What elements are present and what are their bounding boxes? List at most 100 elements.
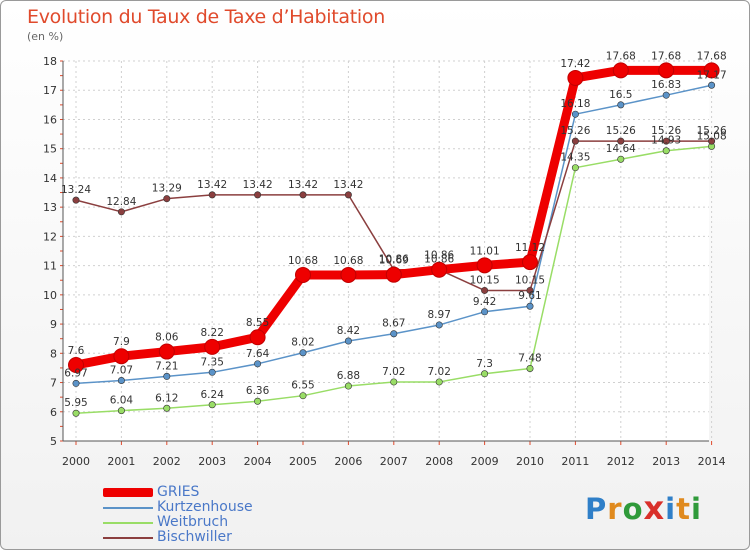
data-label-gries: 7.9 bbox=[113, 336, 130, 348]
chart-title: Evolution du Taux de Taxe d’Habitation bbox=[27, 6, 385, 28]
data-label-kurtzenhouse: 16.5 bbox=[609, 89, 632, 101]
legend-item-weitbruch: Weitbruch bbox=[103, 515, 253, 530]
y-tick-label: 8 bbox=[50, 347, 57, 360]
data-point-bischwiller bbox=[117, 208, 125, 216]
brand-logo: Proxiti bbox=[585, 489, 702, 527]
data-point-kurtzenhouse bbox=[526, 302, 534, 310]
legend-item-kurtzenhouse: Kurtzenhouse bbox=[103, 500, 253, 515]
data-point-bischwiller bbox=[526, 286, 534, 294]
data-point-kurtzenhouse bbox=[208, 368, 216, 376]
legend: GRIES Kurtzenhouse Weitbruch Bischwiller bbox=[103, 485, 253, 545]
legend-label-gries: GRIES bbox=[157, 484, 200, 500]
x-tick-label: 2013 bbox=[652, 455, 680, 468]
data-label-gries: 17.68 bbox=[606, 50, 636, 62]
legend-item-bischwiller: Bischwiller bbox=[103, 530, 253, 545]
data-label-gries: 11.12 bbox=[515, 242, 545, 254]
data-point-gries bbox=[476, 257, 493, 274]
legend-swatch-bischwiller bbox=[103, 536, 153, 539]
data-point-kurtzenhouse bbox=[117, 376, 125, 384]
data-point-gries bbox=[703, 62, 720, 79]
data-point-kurtzenhouse bbox=[481, 308, 489, 316]
data-label-gries: 11.01 bbox=[470, 245, 500, 257]
data-label-bischwiller: 10.86 bbox=[424, 254, 454, 266]
y-tick-label: 10 bbox=[43, 289, 57, 302]
data-label-gries: 7.6 bbox=[68, 345, 85, 357]
data-label-gries: 10.68 bbox=[333, 255, 363, 267]
data-label-kurtzenhouse: 9.61 bbox=[518, 290, 541, 302]
data-label-weitbruch: 6.24 bbox=[201, 389, 225, 401]
data-label-bischwiller: 13.42 bbox=[333, 179, 363, 191]
legend-swatch-gries bbox=[103, 488, 153, 497]
data-label-kurtzenhouse: 7.64 bbox=[246, 348, 270, 360]
data-label-weitbruch: 7.3 bbox=[476, 358, 493, 370]
data-label-kurtzenhouse: 7.21 bbox=[155, 360, 178, 372]
data-labels: 6.97 7.07 7.21 7.35 7.64 8.02 8.42 8.67 8.97 9.42… bbox=[61, 50, 727, 409]
data-point-weitbruch bbox=[117, 407, 125, 415]
y-tick-label: 18 bbox=[43, 55, 57, 68]
data-point-weitbruch bbox=[526, 365, 534, 373]
data-point-bischwiller bbox=[208, 191, 216, 199]
data-label-bischwiller: 13.42 bbox=[243, 179, 273, 191]
x-tick-label: 2009 bbox=[471, 455, 499, 468]
data-label-kurtzenhouse: 16.83 bbox=[651, 79, 681, 91]
data-label-bischwiller: 15.26 bbox=[560, 125, 590, 137]
data-point-gries bbox=[567, 69, 584, 86]
chart-unit-label: (en %) bbox=[27, 30, 64, 43]
x-tick-label: 2011 bbox=[561, 455, 589, 468]
data-label-kurtzenhouse: 17.17 bbox=[697, 69, 727, 81]
data-point-bischwiller bbox=[254, 191, 262, 199]
data-point-weitbruch bbox=[571, 164, 579, 172]
axes: 5 6 7 8 9 10 11 12 13 14 15 16 17 18 2000 2001 2002 2003 2… bbox=[43, 55, 726, 468]
data-point-gries bbox=[249, 329, 266, 346]
data-label-bischwiller: 13.42 bbox=[288, 179, 318, 191]
data-label-weitbruch: 6.55 bbox=[291, 380, 314, 392]
data-label-weitbruch: 7.02 bbox=[428, 366, 451, 378]
x-tick-label: 2010 bbox=[516, 455, 544, 468]
data-point-kurtzenhouse bbox=[435, 321, 443, 329]
data-point-weitbruch bbox=[254, 397, 262, 405]
data-label-bischwiller: 15.26 bbox=[651, 125, 681, 137]
data-label-bischwiller: 12.84 bbox=[106, 196, 136, 208]
data-point-kurtzenhouse bbox=[163, 372, 171, 380]
data-point-gries bbox=[612, 62, 629, 79]
legend-swatch-kurtzenhouse bbox=[103, 506, 153, 509]
data-label-weitbruch: 14.64 bbox=[606, 143, 636, 155]
data-label-kurtzenhouse: 9.42 bbox=[473, 296, 496, 308]
x-tick-label: 2014 bbox=[698, 455, 726, 468]
y-tick-label: 12 bbox=[43, 230, 57, 243]
data-label-gries: 10.86 bbox=[424, 250, 454, 262]
data-label-gries: 17.42 bbox=[560, 58, 590, 70]
data-point-gries bbox=[658, 62, 675, 79]
y-tick-label: 5 bbox=[50, 435, 57, 448]
data-point-weitbruch bbox=[390, 378, 398, 386]
data-label-weitbruch: 6.12 bbox=[155, 392, 178, 404]
y-tick-label: 11 bbox=[43, 260, 57, 273]
y-tick-label: 9 bbox=[50, 318, 57, 331]
data-point-bischwiller bbox=[617, 137, 625, 145]
data-label-kurtzenhouse: 7.35 bbox=[201, 356, 224, 368]
y-tick-label: 14 bbox=[43, 172, 57, 185]
data-label-weitbruch: 14.35 bbox=[560, 152, 590, 164]
legend-label-weitbruch: Weitbruch bbox=[157, 514, 229, 530]
plot-area bbox=[63, 61, 709, 441]
data-label-weitbruch: 6.88 bbox=[337, 370, 360, 382]
grid bbox=[63, 60, 713, 442]
y-tick-label: 6 bbox=[50, 406, 57, 419]
y-tick-label: 16 bbox=[43, 113, 57, 126]
data-label-kurtzenhouse: 6.97 bbox=[64, 367, 87, 379]
x-tick-label: 2000 bbox=[62, 455, 90, 468]
data-point-weitbruch bbox=[163, 404, 171, 412]
data-point-gries bbox=[385, 266, 402, 283]
data-label-kurtzenhouse: 8.97 bbox=[428, 309, 451, 321]
data-label-kurtzenhouse: 16.18 bbox=[560, 98, 590, 110]
data-label-weitbruch: 14.93 bbox=[651, 135, 681, 147]
data-label-weitbruch: 5.95 bbox=[64, 397, 87, 409]
y-tick-label: 17 bbox=[43, 84, 57, 97]
data-point-gries bbox=[204, 338, 221, 355]
data-point-weitbruch bbox=[299, 392, 307, 400]
x-tick-label: 2006 bbox=[334, 455, 362, 468]
x-tick-label: 2001 bbox=[107, 455, 135, 468]
data-label-gries: 17.68 bbox=[651, 50, 681, 62]
